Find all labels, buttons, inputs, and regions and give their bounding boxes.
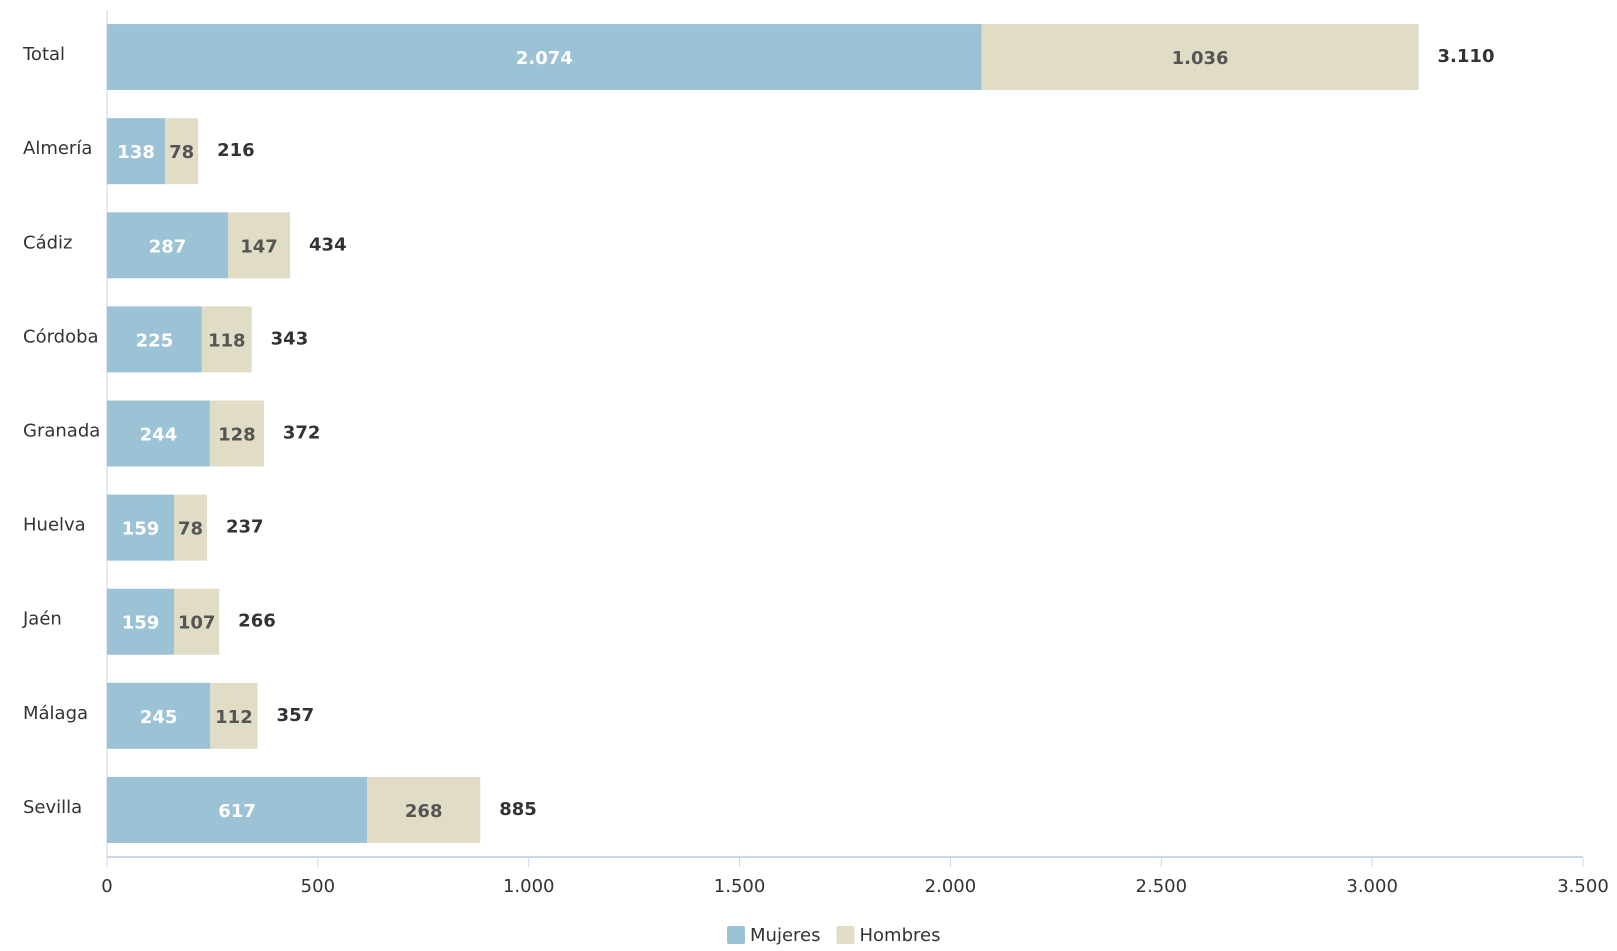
y-tick-label: Málaga bbox=[23, 703, 88, 724]
y-tick-label: Cádiz bbox=[23, 232, 72, 253]
segment-label: 118 bbox=[208, 330, 246, 351]
total-label: 434 bbox=[309, 234, 347, 255]
bar-segment bbox=[107, 400, 210, 467]
segment-label: 159 bbox=[122, 519, 160, 540]
segment-label: 268 bbox=[405, 801, 443, 822]
segment-label: 128 bbox=[218, 425, 256, 446]
bar-segment bbox=[107, 24, 982, 91]
y-tick-label: Córdoba bbox=[23, 326, 99, 347]
legend-swatch bbox=[727, 926, 745, 944]
total-label: 3.110 bbox=[1438, 46, 1495, 67]
x-tick-label: 2.500 bbox=[1136, 876, 1188, 897]
segment-label: 159 bbox=[122, 613, 160, 634]
y-tick-label: Almería bbox=[23, 138, 92, 159]
bar-segment bbox=[107, 212, 229, 279]
bar-segment bbox=[367, 776, 481, 843]
x-tick-label: 3.000 bbox=[1346, 876, 1398, 897]
y-tick-label: Granada bbox=[23, 421, 100, 442]
total-label: 343 bbox=[271, 328, 309, 349]
bar-segment bbox=[228, 212, 291, 279]
y-tick-label: Huelva bbox=[23, 515, 86, 536]
bar-segment bbox=[107, 588, 175, 655]
bar-segment bbox=[209, 400, 264, 467]
y-tick-label: Jaén bbox=[22, 609, 62, 630]
segment-label: 78 bbox=[178, 519, 203, 540]
x-tick-label: 3.500 bbox=[1557, 876, 1609, 897]
bar-segment bbox=[107, 306, 202, 373]
y-tick-label: Total bbox=[22, 44, 65, 65]
total-label: 372 bbox=[283, 423, 321, 444]
segment-label: 245 bbox=[140, 707, 178, 728]
segment-label: 2.074 bbox=[516, 48, 573, 69]
bar-segment bbox=[165, 118, 199, 185]
total-label: 237 bbox=[226, 517, 264, 538]
legend-label[interactable]: Hombres bbox=[859, 925, 940, 946]
bar-segment bbox=[107, 494, 175, 561]
segment-label: 287 bbox=[149, 236, 187, 257]
segment-label: 244 bbox=[140, 425, 178, 446]
bar-segment bbox=[107, 682, 211, 749]
bar-segment bbox=[981, 24, 1419, 91]
bar-segment bbox=[107, 118, 166, 185]
segment-label: 138 bbox=[117, 142, 155, 163]
x-tick-label: 1.500 bbox=[714, 876, 766, 897]
y-tick-label: Sevilla bbox=[23, 797, 82, 818]
total-label: 266 bbox=[238, 611, 276, 632]
legend-label[interactable]: Mujeres bbox=[750, 925, 820, 946]
bar-segment bbox=[210, 682, 258, 749]
segment-label: 617 bbox=[218, 801, 256, 822]
segment-label: 107 bbox=[178, 613, 216, 634]
bar-segment bbox=[107, 776, 368, 843]
segment-label: 147 bbox=[240, 236, 278, 257]
segment-label: 112 bbox=[215, 707, 253, 728]
total-label: 216 bbox=[217, 140, 255, 161]
segment-label: 78 bbox=[169, 142, 194, 163]
legend-swatch bbox=[836, 926, 855, 944]
total-label: 885 bbox=[499, 799, 537, 820]
x-tick-label: 500 bbox=[301, 876, 335, 897]
x-tick-label: 2.000 bbox=[925, 876, 977, 897]
bar-segment bbox=[174, 588, 220, 655]
total-label: 357 bbox=[277, 705, 315, 726]
segment-label: 225 bbox=[136, 330, 174, 351]
segment-label: 1.036 bbox=[1172, 48, 1229, 69]
bar-segment bbox=[201, 306, 252, 373]
x-tick-label: 1.000 bbox=[503, 876, 555, 897]
bar-segment bbox=[174, 494, 207, 561]
x-tick-label: 0 bbox=[101, 876, 112, 897]
